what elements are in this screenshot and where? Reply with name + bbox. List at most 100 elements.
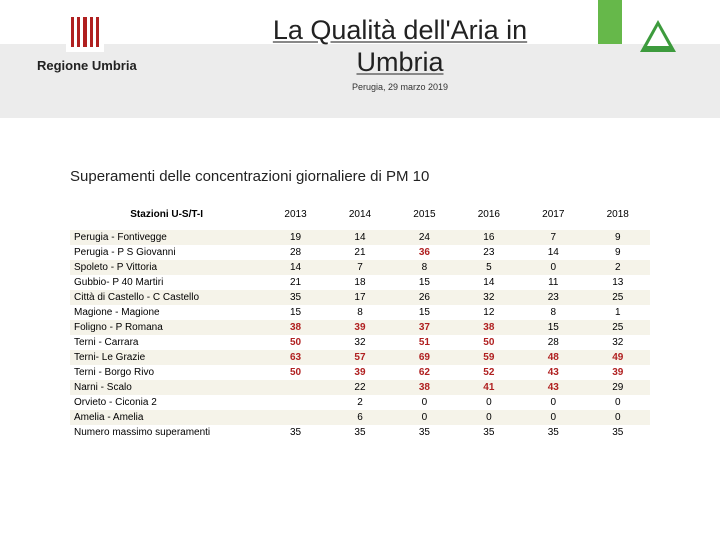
table-row: Gubbio- P 40 Martiri211815141113 xyxy=(70,275,650,290)
station-cell: Terni- Le Grazie xyxy=(70,350,263,365)
value-cell: 14 xyxy=(263,260,327,275)
value-cell: 0 xyxy=(521,260,585,275)
table-row: Numero massimo superamenti353535353535 xyxy=(70,425,650,440)
year-header: 2015 xyxy=(392,205,456,224)
station-cell: Foligno - P Romana xyxy=(70,320,263,335)
year-header: 2016 xyxy=(457,205,521,224)
value-cell: 21 xyxy=(263,275,327,290)
value-cell: 0 xyxy=(521,410,585,425)
value-cell: 50 xyxy=(263,335,327,350)
value-cell: 26 xyxy=(392,290,456,305)
value-cell: 0 xyxy=(586,395,650,410)
value-cell: 38 xyxy=(392,380,456,395)
value-cell: 63 xyxy=(263,350,327,365)
value-cell: 69 xyxy=(392,350,456,365)
station-cell: Terni - Borgo Rivo xyxy=(70,365,263,380)
value-cell: 0 xyxy=(392,410,456,425)
value-cell: 52 xyxy=(457,365,521,380)
value-cell: 2 xyxy=(328,395,392,410)
value-cell: 39 xyxy=(586,365,650,380)
value-cell: 50 xyxy=(457,335,521,350)
table-row: Magione - Magione158151281 xyxy=(70,305,650,320)
value-cell: 19 xyxy=(263,230,327,245)
value-cell: 12 xyxy=(457,305,521,320)
value-cell: 57 xyxy=(328,350,392,365)
value-cell: 39 xyxy=(328,320,392,335)
value-cell: 32 xyxy=(457,290,521,305)
value-cell: 62 xyxy=(392,365,456,380)
value-cell: 36 xyxy=(392,245,456,260)
value-cell: 24 xyxy=(392,230,456,245)
value-cell: 23 xyxy=(521,290,585,305)
slide-title-block: La Qualità dell'Aria in Umbria Perugia, … xyxy=(220,14,580,92)
value-cell: 35 xyxy=(392,425,456,440)
value-cell: 35 xyxy=(263,290,327,305)
pm10-table: Stazioni U-S/T-I 2013 2014 2015 2016 201… xyxy=(70,205,650,440)
value-cell: 28 xyxy=(521,335,585,350)
table-row: Amelia - Amelia60000 xyxy=(70,410,650,425)
slide-title-line2: Umbria xyxy=(220,46,580,78)
regione-umbria-logo xyxy=(66,12,104,52)
year-header: 2014 xyxy=(328,205,392,224)
table-row: Perugia - P S Giovanni28213623149 xyxy=(70,245,650,260)
value-cell: 0 xyxy=(392,395,456,410)
value-cell: 2 xyxy=(586,260,650,275)
value-cell: 8 xyxy=(328,305,392,320)
value-cell xyxy=(263,410,327,425)
table-row: Terni- Le Grazie635769594849 xyxy=(70,350,650,365)
station-cell: Gubbio- P 40 Martiri xyxy=(70,275,263,290)
value-cell xyxy=(263,395,327,410)
value-cell: 43 xyxy=(521,380,585,395)
table-row: Città di Castello - C Castello3517263223… xyxy=(70,290,650,305)
value-cell: 15 xyxy=(392,305,456,320)
value-cell: 14 xyxy=(328,230,392,245)
station-cell: Orvieto - Ciconia 2 xyxy=(70,395,263,410)
value-cell: 9 xyxy=(586,245,650,260)
value-cell: 8 xyxy=(521,305,585,320)
value-cell: 18 xyxy=(328,275,392,290)
year-header: 2013 xyxy=(263,205,327,224)
table-row: Perugia - Fontivegge1914241679 xyxy=(70,230,650,245)
value-cell: 28 xyxy=(263,245,327,260)
value-cell: 38 xyxy=(263,320,327,335)
value-cell: 39 xyxy=(328,365,392,380)
value-cell: 1 xyxy=(586,305,650,320)
value-cell: 48 xyxy=(521,350,585,365)
value-cell: 21 xyxy=(328,245,392,260)
value-cell: 50 xyxy=(263,365,327,380)
value-cell: 14 xyxy=(457,275,521,290)
station-cell: Perugia - P S Giovanni xyxy=(70,245,263,260)
value-cell: 25 xyxy=(586,320,650,335)
value-cell: 59 xyxy=(457,350,521,365)
value-cell: 22 xyxy=(328,380,392,395)
value-cell: 14 xyxy=(521,245,585,260)
value-cell: 9 xyxy=(586,230,650,245)
region-label: Regione Umbria xyxy=(37,58,137,73)
value-cell: 7 xyxy=(328,260,392,275)
value-cell: 7 xyxy=(521,230,585,245)
value-cell: 17 xyxy=(328,290,392,305)
table-row: Terni - Carrara503251502832 xyxy=(70,335,650,350)
value-cell: 35 xyxy=(521,425,585,440)
value-cell: 0 xyxy=(521,395,585,410)
value-cell: 15 xyxy=(392,275,456,290)
value-cell: 35 xyxy=(586,425,650,440)
value-cell: 29 xyxy=(586,380,650,395)
value-cell: 41 xyxy=(457,380,521,395)
station-cell: Perugia - Fontivegge xyxy=(70,230,263,245)
value-cell: 0 xyxy=(586,410,650,425)
value-cell: 25 xyxy=(586,290,650,305)
triangle-icon xyxy=(640,20,676,52)
table-title: Superamenti delle concentrazioni giornal… xyxy=(70,168,650,185)
table-row: Foligno - P Romana383937381525 xyxy=(70,320,650,335)
value-cell: 49 xyxy=(586,350,650,365)
table-row: Terni - Borgo Rivo503962524339 xyxy=(70,365,650,380)
green-accent-bar xyxy=(598,0,622,44)
value-cell: 6 xyxy=(328,410,392,425)
value-cell: 43 xyxy=(521,365,585,380)
value-cell: 15 xyxy=(263,305,327,320)
value-cell: 37 xyxy=(392,320,456,335)
value-cell: 32 xyxy=(586,335,650,350)
station-cell: Narni - Scalo xyxy=(70,380,263,395)
station-header: Stazioni U-S/T-I xyxy=(70,205,263,224)
